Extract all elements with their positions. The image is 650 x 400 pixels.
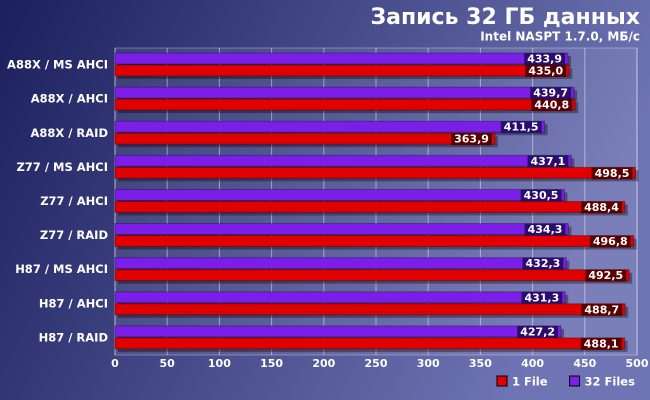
- value-label-box: [580, 337, 622, 350]
- value-label-box: [451, 133, 492, 146]
- bar: [114, 132, 496, 145]
- bar: [114, 303, 626, 316]
- bar: [114, 166, 636, 179]
- x-tick-label: 450: [573, 357, 596, 370]
- value-label: 433,9: [527, 53, 562, 66]
- value-label-box: [517, 325, 558, 338]
- x-tick-label: 50: [160, 357, 176, 370]
- bar: [114, 98, 576, 111]
- value-label-box: [585, 269, 627, 282]
- value-label-box: [524, 223, 566, 236]
- value-label: 437,1: [531, 155, 566, 168]
- value-label: 435,0: [528, 65, 563, 78]
- x-tick-label: 400: [521, 357, 544, 370]
- value-label: 488,4: [584, 201, 619, 214]
- y-tick-label: A88X / MS AHCI: [7, 58, 108, 72]
- value-label: 432,3: [526, 257, 561, 270]
- value-label-box: [581, 201, 622, 214]
- value-label: 439,7: [533, 87, 568, 100]
- x-tick-label: 300: [417, 357, 440, 370]
- value-label: 411,5: [504, 121, 539, 134]
- bar: [114, 337, 626, 350]
- legend-swatch: [569, 375, 581, 387]
- value-label-box: [589, 235, 631, 248]
- y-tick-label: H87 / RAID: [39, 330, 108, 344]
- value-label-box: [527, 155, 569, 168]
- chart-subtitle: Intel NASPT 1.7.0, МБ/с: [480, 30, 640, 44]
- value-label: 488,1: [584, 337, 619, 350]
- value-label: 427,2: [520, 325, 555, 338]
- value-label-box: [581, 303, 623, 316]
- bar: [114, 291, 566, 304]
- value-label-box: [520, 189, 562, 202]
- value-label: 496,8: [593, 235, 628, 248]
- y-tick-label: Z77 / AHCI: [40, 194, 108, 208]
- legend-label: 32 Files: [585, 375, 636, 389]
- y-tick-label: Z77 / RAID: [40, 228, 108, 242]
- y-tick-label: Z77 / MS AHCI: [16, 160, 108, 174]
- bar: [114, 269, 630, 282]
- bar: [114, 52, 569, 65]
- x-tick-label: 0: [111, 357, 119, 370]
- x-tick-label: 250: [365, 357, 388, 370]
- x-tick-label: 200: [312, 357, 335, 370]
- value-label: 498,5: [595, 167, 630, 180]
- bar: [114, 235, 635, 248]
- value-label: 492,5: [588, 269, 623, 282]
- legend-swatch: [496, 375, 508, 387]
- y-tick-label: H87 / MS AHCI: [15, 262, 108, 276]
- x-tick-label: 150: [260, 357, 283, 370]
- x-tick-label: 100: [208, 357, 231, 370]
- bar: [114, 64, 570, 77]
- bar: [114, 257, 567, 270]
- bar: [114, 120, 546, 133]
- bar: [114, 188, 565, 201]
- y-tick-label: A88X / RAID: [30, 126, 108, 140]
- value-label-box: [522, 257, 564, 270]
- bar: [114, 223, 569, 236]
- x-tick-label: 350: [469, 357, 492, 370]
- value-label: 440,8: [534, 99, 569, 112]
- bar: [114, 325, 562, 338]
- value-label: 363,9: [454, 133, 489, 146]
- value-label-box: [500, 121, 542, 134]
- value-label-box: [525, 65, 567, 77]
- bar: [114, 86, 575, 99]
- value-label: 431,3: [524, 291, 559, 304]
- value-label: 434,3: [528, 223, 563, 236]
- value-label-box: [521, 291, 563, 304]
- value-label: 488,7: [584, 303, 619, 316]
- y-tick-label: H87 / AHCI: [39, 296, 108, 310]
- x-tick-label: 500: [626, 357, 649, 370]
- chart-title: Запись 32 ГБ данных: [370, 5, 640, 30]
- value-label-box: [530, 87, 572, 100]
- value-label-box: [524, 53, 565, 65]
- bar: [114, 154, 572, 167]
- value-label-box: [591, 167, 633, 180]
- bar: [114, 200, 626, 213]
- value-label-box: [531, 99, 573, 112]
- y-tick-label: A88X / AHCI: [31, 92, 108, 106]
- legend-label: 1 File: [512, 375, 548, 389]
- value-label: 430,5: [524, 189, 559, 202]
